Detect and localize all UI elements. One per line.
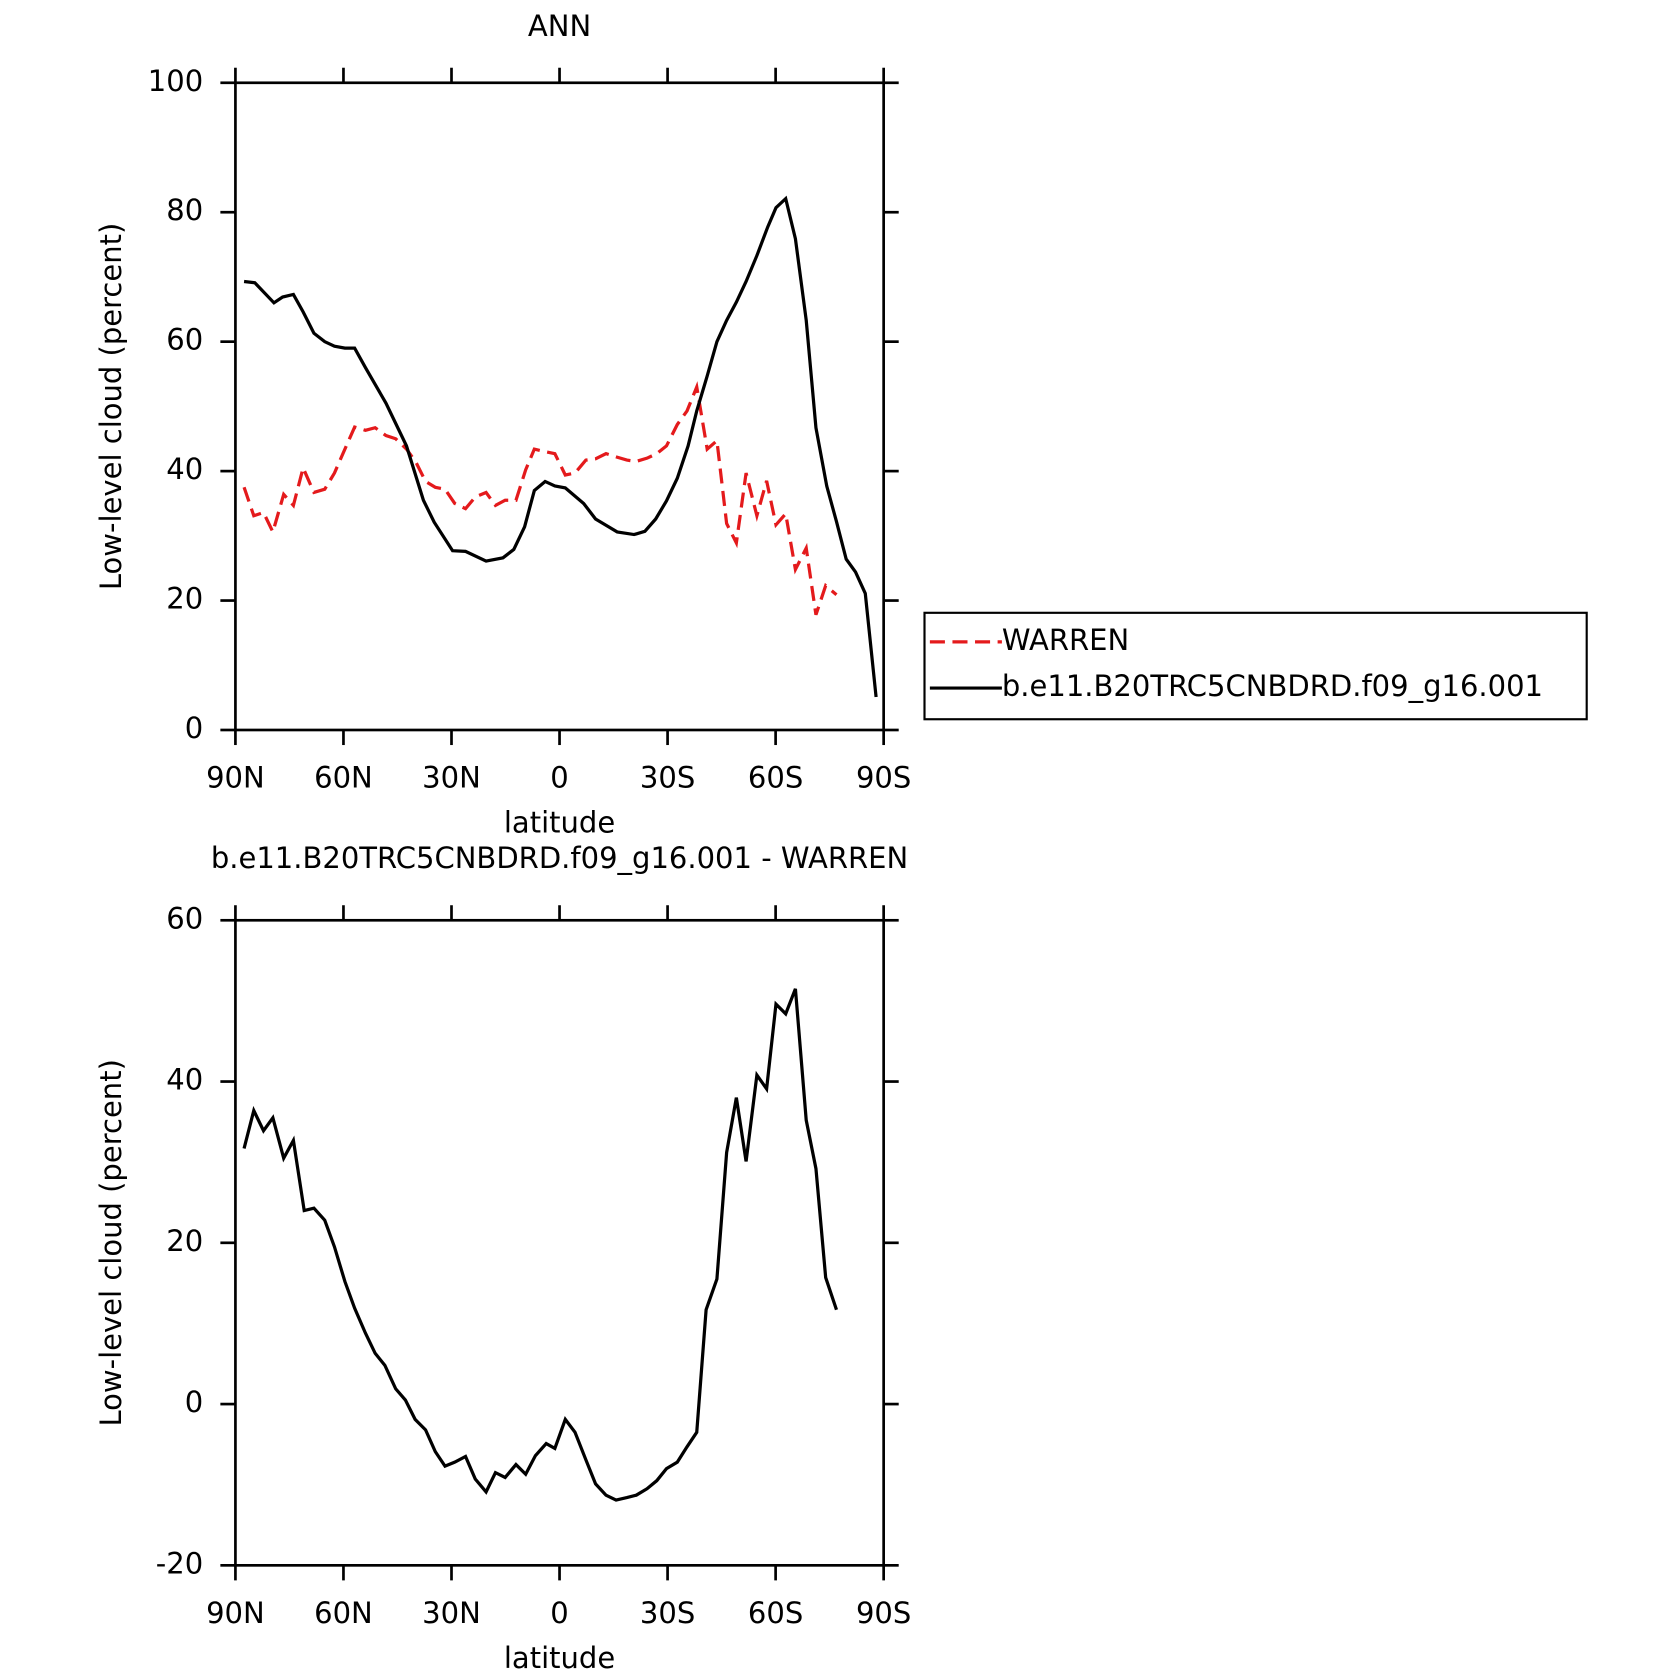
y-tick-label: 100 <box>148 64 203 98</box>
x-tick-label: 90N <box>206 1596 265 1630</box>
y-tick-label: 40 <box>166 452 203 486</box>
y-tick-label: 20 <box>166 1224 203 1258</box>
y-tick-label: 0 <box>185 711 203 745</box>
x-tick-label: 90N <box>206 760 265 794</box>
x-tick-label: 30S <box>640 1596 695 1630</box>
data-line <box>242 381 838 616</box>
x-tick-label: 0 <box>550 1596 568 1630</box>
y-axis-label: Low-level cloud (percent) <box>94 223 128 590</box>
x-axis-label: latitude <box>504 1641 615 1675</box>
legend-label: b.e11.B20TRC5CNBDRD.f09_g16.001 <box>1002 669 1543 703</box>
x-tick-label: 60S <box>748 1596 803 1630</box>
x-tick-label: 60S <box>748 760 803 794</box>
x-tick-label: 90S <box>856 1596 911 1630</box>
x-tick-label: 60N <box>314 1596 373 1630</box>
y-tick-label: 40 <box>166 1063 203 1097</box>
chart-title: ANN <box>528 9 591 43</box>
x-tick-label: 30N <box>422 760 481 794</box>
data-line <box>242 988 839 1502</box>
y-tick-label: 0 <box>185 1385 203 1419</box>
plot-frame <box>234 81 885 732</box>
y-tick-label: -20 <box>156 1546 203 1580</box>
chart-title: b.e11.B20TRC5CNBDRD.f09_g16.001 - WARREN <box>211 841 908 875</box>
y-tick-label: 80 <box>166 193 203 227</box>
y-tick-label: 20 <box>166 582 203 616</box>
legend-box <box>923 611 1588 721</box>
data-line <box>243 195 878 698</box>
x-axis-label: latitude <box>504 806 615 840</box>
y-axis-label: Low-level cloud (percent) <box>94 1059 128 1426</box>
x-tick-label: 30S <box>640 760 695 794</box>
x-tick-label: 90S <box>856 760 911 794</box>
x-tick-label: 30N <box>422 1596 481 1630</box>
x-tick-label: 60N <box>314 760 373 794</box>
y-tick-label: 60 <box>166 901 203 935</box>
x-tick-label: 0 <box>550 760 568 794</box>
y-tick-label: 60 <box>166 323 203 357</box>
legend-label: WARREN <box>1002 623 1129 657</box>
